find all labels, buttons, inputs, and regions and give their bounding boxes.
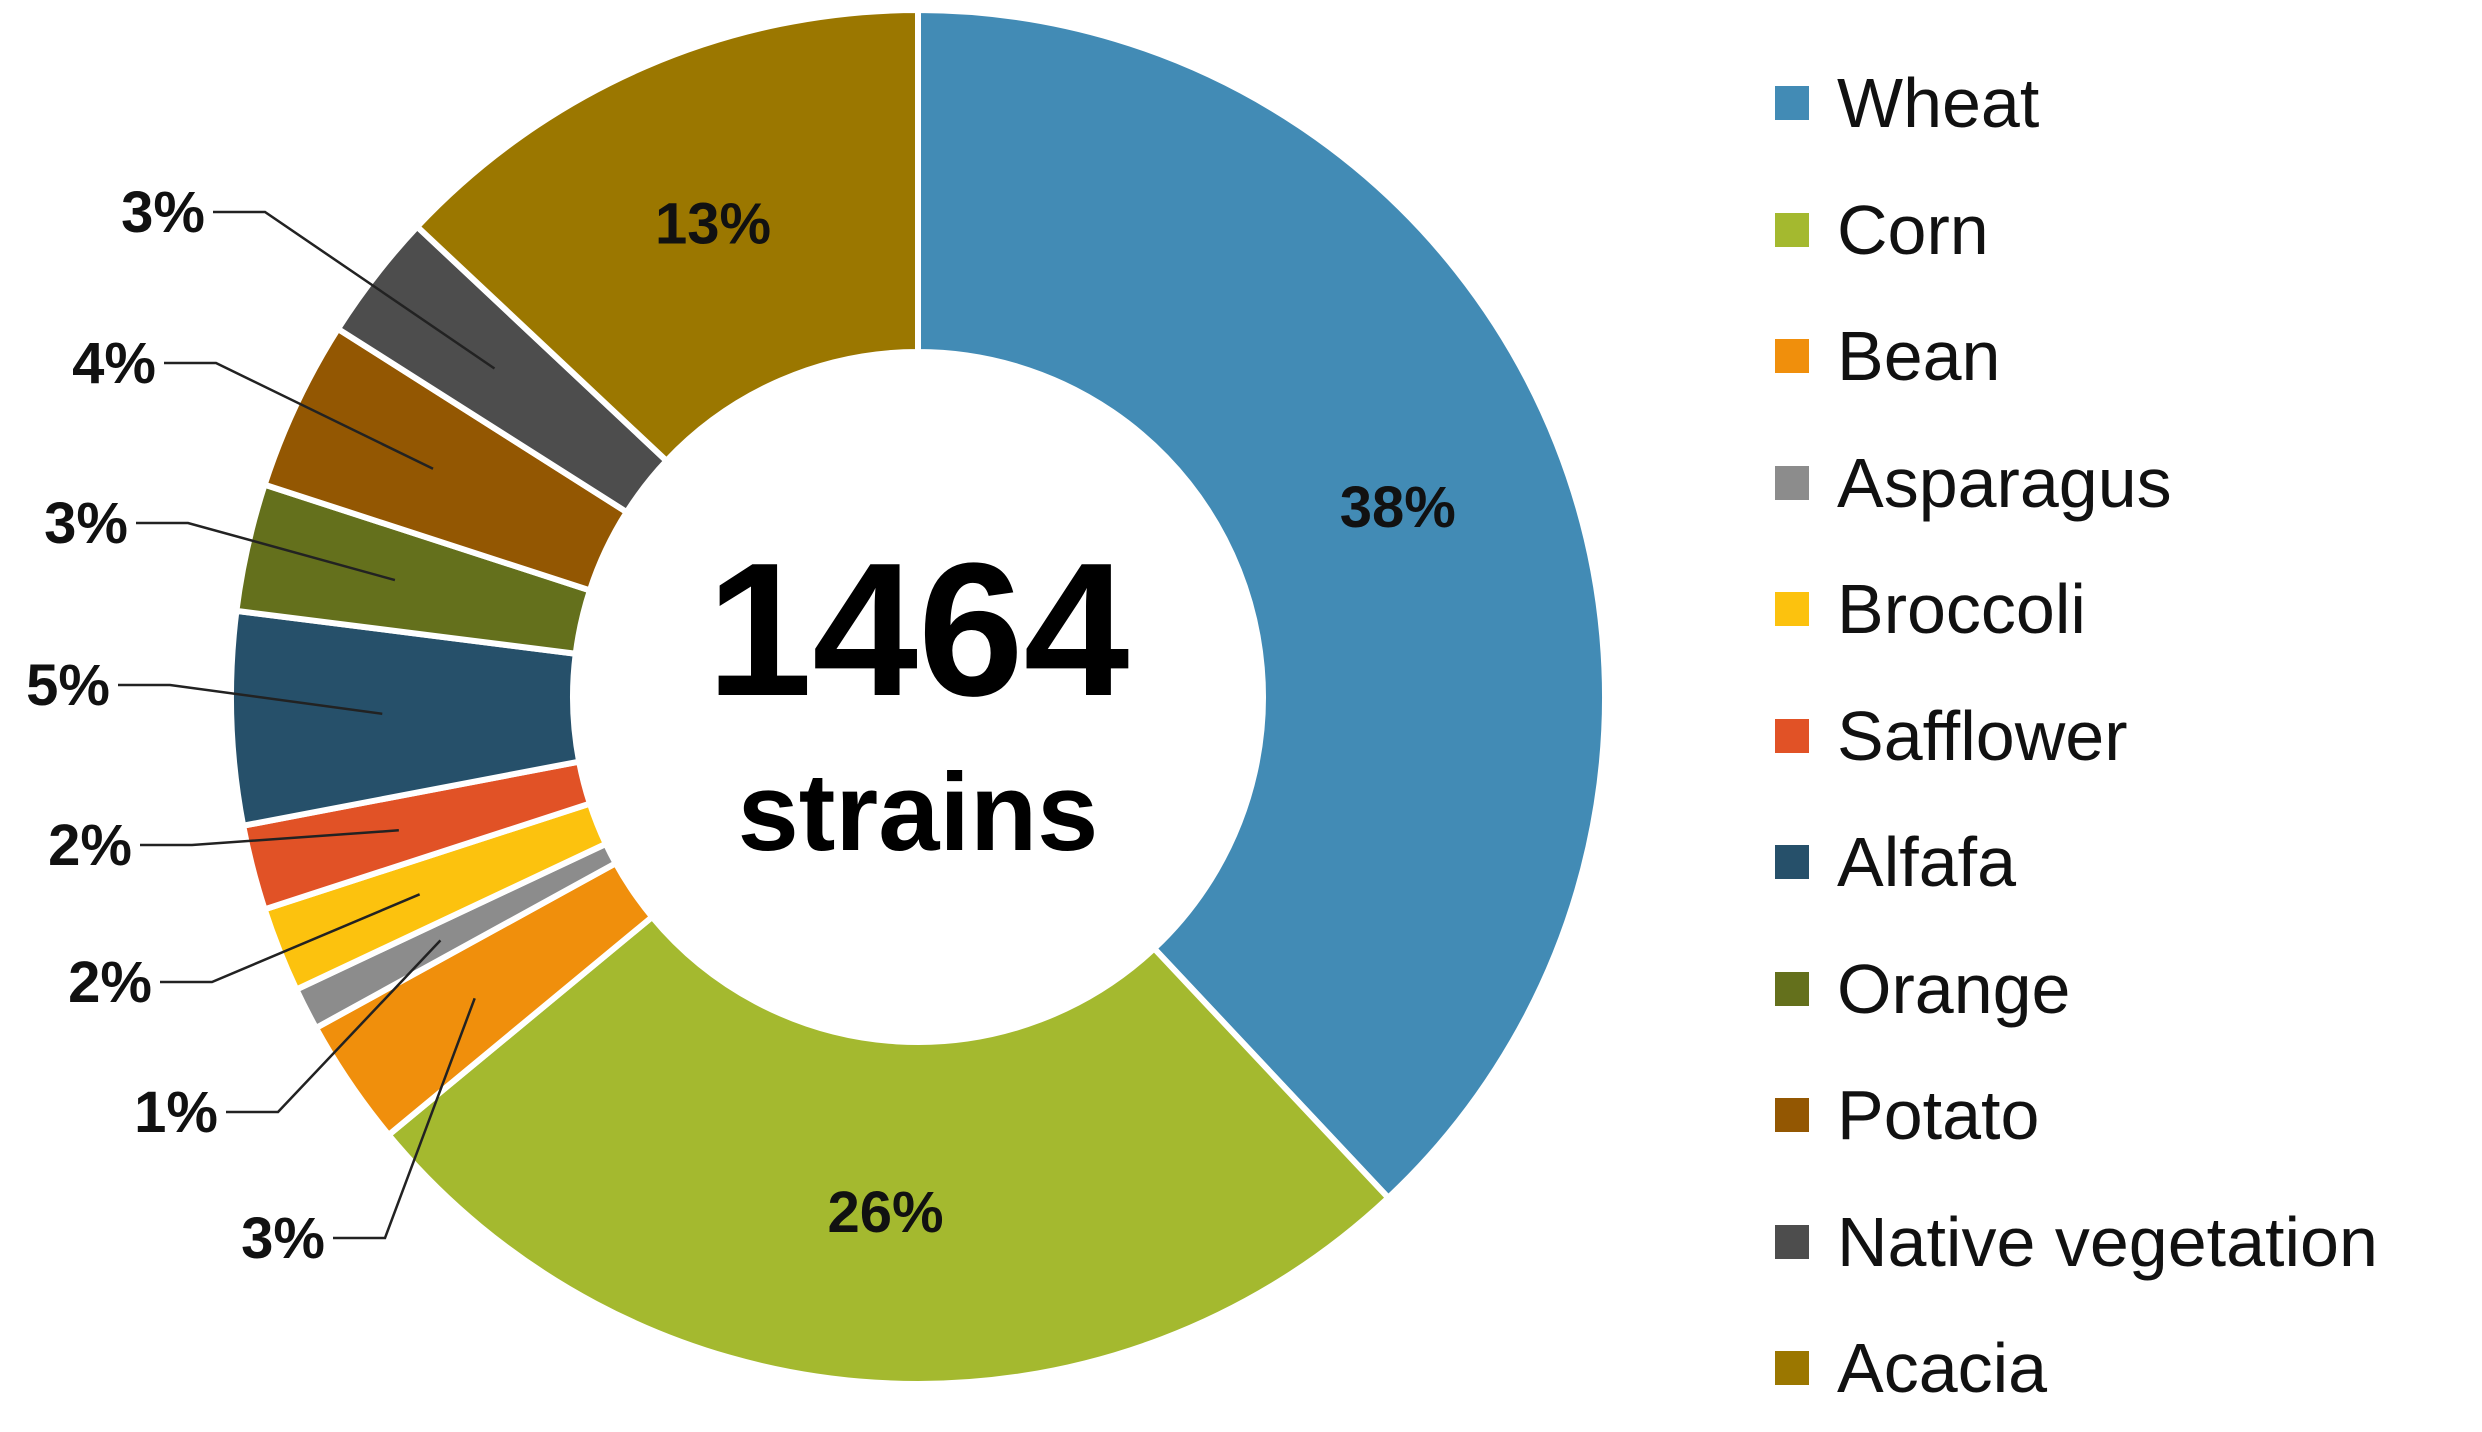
leader-line-broccoli <box>160 893 421 984</box>
slice-wheat <box>915 6 1608 1203</box>
chart-legend: Wheat Corn Bean Asparagus Broccoli Safflower A… <box>1775 40 2378 1432</box>
legend-label: Corn <box>1837 190 1989 269</box>
data-label-potato: 4% <box>72 331 156 396</box>
center-unit: strains <box>738 751 1099 874</box>
leader-line-bean <box>333 997 476 1240</box>
legend-label: Broccoli <box>1837 570 2086 649</box>
legend-item-bean: Bean <box>1775 293 2378 420</box>
slice-labels: 38% 26% 3% 1% 2% 2% 5% 3% 4% 3% 13% <box>26 180 1456 1271</box>
leader-line-potato <box>164 361 434 470</box>
center-count: 1464 <box>707 524 1130 736</box>
legend-item-native-vegetation: Native vegetation <box>1775 1179 2378 1306</box>
legend-swatch <box>1775 212 1809 247</box>
legend-label: Wheat <box>1837 64 2040 143</box>
legend-swatch <box>1775 1351 1809 1386</box>
data-label-acacia: 13% <box>655 191 771 256</box>
leader-line-orange <box>136 521 396 582</box>
legend-label: Native vegetation <box>1837 1202 2378 1281</box>
legend-item-alfafa: Alfafa <box>1775 799 2378 926</box>
slice-corn <box>384 912 1393 1387</box>
legend-label: Potato <box>1837 1076 2040 1155</box>
legend-item-potato: Potato <box>1775 1052 2378 1179</box>
legend-swatch <box>1775 1224 1809 1259</box>
legend-swatch <box>1775 971 1809 1006</box>
data-label-wheat: 38% <box>1340 475 1456 540</box>
data-label-bean: 3% <box>241 1206 325 1271</box>
legend-label: Alfafa <box>1837 823 2016 902</box>
legend-swatch <box>1775 1098 1809 1133</box>
donut-chart: 38% 26% 3% 1% 2% 2% 5% 3% 4% 3% 13% 1464 strains <box>26 6 1608 1387</box>
legend-item-asparagus: Asparagus <box>1775 420 2378 547</box>
legend-label: Safflower <box>1837 696 2128 775</box>
leader-line-native-vegetation <box>213 210 496 370</box>
legend-label: Bean <box>1837 317 2001 396</box>
leader-line-safflower <box>140 829 399 847</box>
data-label-alfafa: 5% <box>26 653 110 718</box>
data-label-native-vegetation: 3% <box>121 180 205 245</box>
legend-item-safflower: Safflower <box>1775 673 2378 800</box>
legend-item-broccoli: Broccoli <box>1775 546 2378 673</box>
legend-swatch <box>1775 845 1809 880</box>
data-label-orange: 3% <box>44 491 128 556</box>
legend-label: Acacia <box>1837 1329 2048 1408</box>
legend-swatch <box>1775 592 1809 627</box>
data-label-corn: 26% <box>828 1180 944 1245</box>
leader-line-asparagus <box>226 939 442 1114</box>
legend-swatch <box>1775 465 1809 500</box>
legend-item-corn: Corn <box>1775 167 2378 294</box>
data-label-broccoli: 2% <box>68 950 152 1015</box>
donut-slices <box>228 6 1608 1387</box>
legend-item-orange: Orange <box>1775 926 2378 1053</box>
legend-swatch <box>1775 86 1809 121</box>
data-label-asparagus: 1% <box>134 1080 218 1145</box>
legend-label: Orange <box>1837 949 2071 1028</box>
legend-item-wheat: Wheat <box>1775 40 2378 167</box>
legend-label: Asparagus <box>1837 443 2172 522</box>
legend-item-acacia: Acacia <box>1775 1305 2378 1432</box>
leader-line-alfafa <box>118 683 383 716</box>
data-label-safflower: 2% <box>48 813 132 878</box>
legend-swatch <box>1775 718 1809 753</box>
slice-acacia <box>412 6 921 466</box>
legend-swatch <box>1775 339 1809 374</box>
